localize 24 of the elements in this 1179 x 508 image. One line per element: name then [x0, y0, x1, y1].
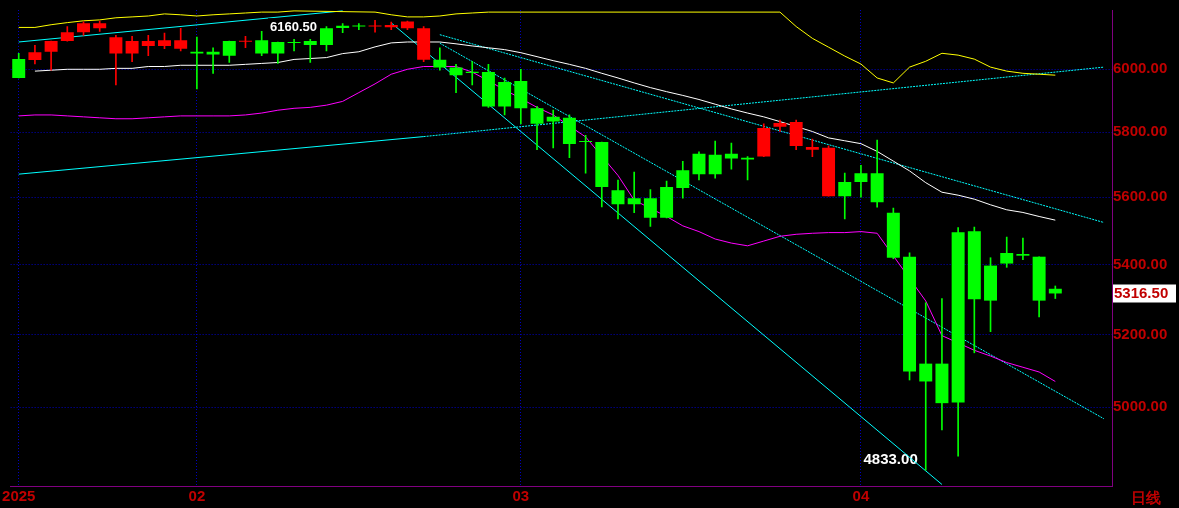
y-tick-label: 5400.00 — [1113, 254, 1168, 272]
x-tick-label: 02 — [188, 487, 206, 505]
y-tick-label: 5200.00 — [1113, 324, 1168, 342]
candlestick — [627, 171, 641, 214]
y-tick-label: 5000.00 — [1113, 397, 1168, 415]
candlestick — [1016, 237, 1030, 261]
candlestick — [206, 47, 220, 74]
candlestick — [287, 38, 301, 52]
x-tick-label: 2025 — [2, 487, 36, 505]
candlestick — [190, 36, 204, 90]
y-tick-label: 5800.00 — [1113, 122, 1168, 140]
text: 5316.50 — [1114, 283, 1169, 301]
y-tick-label: 5600.00 — [1113, 187, 1168, 205]
candlestick — [919, 302, 933, 471]
x-tick-label: 04 — [852, 487, 870, 505]
candlestick — [141, 34, 155, 57]
candlestick — [303, 38, 317, 63]
text: 日线 — [1130, 489, 1161, 507]
x-tick-label: 03 — [512, 487, 530, 505]
candlestick — [546, 109, 560, 149]
y-tick-label: 6000.00 — [1113, 59, 1168, 77]
candlestick — [368, 20, 382, 33]
annotation: 6160.50 — [270, 18, 318, 34]
candlestick — [352, 23, 366, 30]
